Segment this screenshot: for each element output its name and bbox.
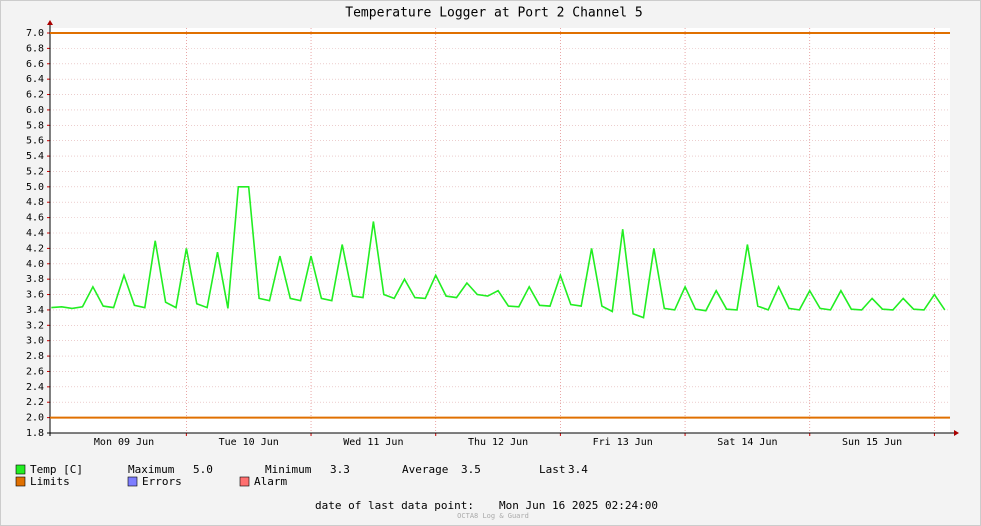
y-tick-label: 3.6 [26, 290, 44, 301]
x-tick-label: Wed 11 Jun [343, 437, 403, 448]
y-tick-label: 3.8 [26, 274, 44, 285]
y-tick-label: 7.0 [26, 28, 44, 39]
y-tick-label: 5.2 [26, 166, 44, 177]
temp-line [51, 186, 946, 319]
y-tick-label: 2.8 [26, 351, 44, 362]
stat-label: Last [539, 463, 566, 476]
y-tick-label: 3.4 [26, 305, 44, 316]
y-tick-label: 5.6 [26, 136, 44, 147]
y-tick-label: 3.0 [26, 336, 44, 347]
stat-value: 3.4 [568, 463, 588, 476]
x-tick-label: Tue 10 Jun [219, 437, 279, 448]
legend-label: Limits [30, 475, 70, 488]
footer-value: Mon Jun 16 2025 02:24:00 [499, 499, 658, 512]
y-tick-label: 4.0 [26, 259, 44, 270]
y-tick-label: 4.6 [26, 213, 44, 224]
stat-label: Maximum [128, 463, 175, 476]
x-tick-label: Fri 13 Jun [593, 437, 653, 448]
y-tick-label: 6.4 [26, 74, 44, 85]
legend-swatch [127, 476, 138, 487]
legend-swatch [15, 464, 26, 475]
legend-label: Temp [C] [30, 463, 83, 476]
stat-label: Average [402, 463, 448, 476]
y-tick-label: 5.4 [26, 151, 44, 162]
legend-label: Errors [142, 475, 182, 488]
legend-swatch [15, 476, 26, 487]
x-tick-label: Sat 14 Jun [717, 437, 777, 448]
y-tick-label: 5.8 [26, 120, 44, 131]
y-tick-label: 6.6 [26, 59, 44, 70]
y-tick-label: 5.0 [26, 182, 44, 193]
stat-label: Minimum [265, 463, 312, 476]
y-tick-label: 6.2 [26, 90, 44, 101]
x-tick-label: Sun 15 Jun [842, 437, 902, 448]
y-tick-label: 2.6 [26, 366, 44, 377]
legend-swatch [239, 476, 250, 487]
x-tick-label: Thu 12 Jun [468, 437, 528, 448]
y-tick-label: 3.2 [26, 320, 44, 331]
stat-value: 3.3 [330, 463, 350, 476]
y-tick-label: 2.2 [26, 397, 44, 408]
plot-area [50, 28, 950, 433]
y-tick-label: 2.0 [26, 413, 44, 424]
chart-title: Temperature Logger at Port 2 Channel 5 [345, 6, 642, 21]
footer-label: date of last data point: [315, 499, 474, 512]
y-tick-label: 2.4 [26, 382, 44, 393]
y-axis-arrow [47, 20, 53, 25]
y-tick-label: 1.8 [26, 428, 44, 439]
y-tick-label: 4.2 [26, 243, 44, 254]
y-tick-label: 6.8 [26, 43, 44, 54]
y-tick-label: 6.0 [26, 105, 44, 116]
y-tick-label: 4.4 [26, 228, 44, 239]
legend-label: Alarm [254, 475, 287, 488]
stat-value: 5.0 [193, 463, 213, 476]
y-tick-label: 4.8 [26, 197, 44, 208]
stat-value: 3.5 [461, 463, 481, 476]
x-axis-arrow [954, 430, 959, 436]
x-tick-label: Mon 09 Jun [94, 437, 154, 448]
watermark: OCTA8 Log & Guard [457, 512, 529, 520]
